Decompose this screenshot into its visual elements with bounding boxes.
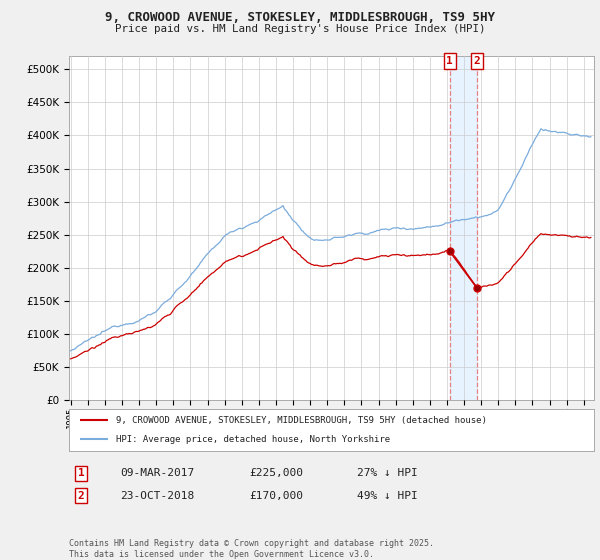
Text: Price paid vs. HM Land Registry's House Price Index (HPI): Price paid vs. HM Land Registry's House …: [115, 24, 485, 34]
Text: £170,000: £170,000: [249, 491, 303, 501]
Text: 1: 1: [77, 468, 85, 478]
Text: Contains HM Land Registry data © Crown copyright and database right 2025.
This d: Contains HM Land Registry data © Crown c…: [69, 539, 434, 559]
Bar: [450, 56, 477, 400]
Text: 2: 2: [473, 56, 480, 66]
Text: 9, CROWOOD AVENUE, STOKESLEY, MIDDLESBROUGH, TS9 5HY: 9, CROWOOD AVENUE, STOKESLEY, MIDDLESBRO…: [105, 11, 495, 24]
Text: £225,000: £225,000: [249, 468, 303, 478]
Text: HPI: Average price, detached house, North Yorkshire: HPI: Average price, detached house, Nort…: [116, 435, 391, 444]
Text: 27% ↓ HPI: 27% ↓ HPI: [357, 468, 418, 478]
Text: 49% ↓ HPI: 49% ↓ HPI: [357, 491, 418, 501]
Text: 9, CROWOOD AVENUE, STOKESLEY, MIDDLESBROUGH, TS9 5HY (detached house): 9, CROWOOD AVENUE, STOKESLEY, MIDDLESBRO…: [116, 416, 487, 424]
Text: 2: 2: [77, 491, 85, 501]
Text: 1: 1: [446, 56, 453, 66]
Text: 23-OCT-2018: 23-OCT-2018: [120, 491, 194, 501]
Text: 09-MAR-2017: 09-MAR-2017: [120, 468, 194, 478]
